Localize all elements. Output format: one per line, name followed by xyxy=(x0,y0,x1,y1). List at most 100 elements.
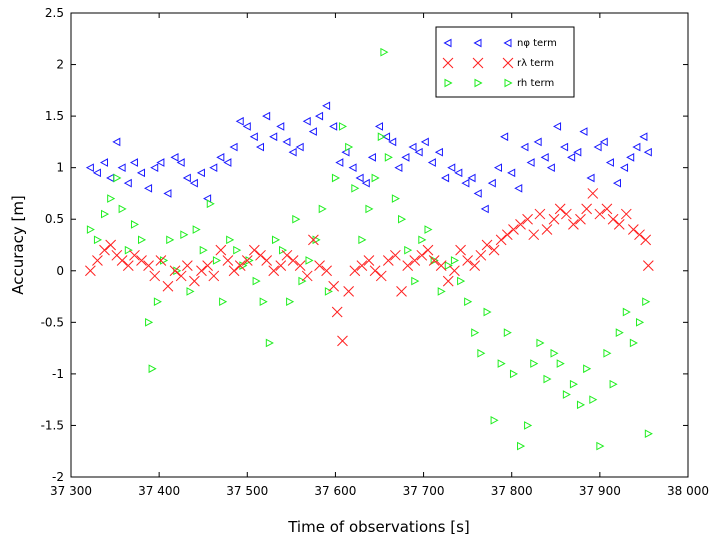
data-point xyxy=(526,158,535,167)
data-point xyxy=(548,213,560,225)
data-point xyxy=(541,224,553,235)
data-point xyxy=(351,183,360,193)
data-point xyxy=(124,245,133,255)
data-point xyxy=(212,256,221,265)
data-point xyxy=(268,265,280,277)
data-point xyxy=(355,173,364,183)
data-point xyxy=(550,348,559,358)
data-point xyxy=(259,297,268,307)
x-tick-label: 37 800 xyxy=(491,484,533,498)
data-point xyxy=(222,255,234,266)
data-point xyxy=(235,116,244,126)
data-point xyxy=(497,359,506,368)
data-point xyxy=(343,286,355,297)
data-point xyxy=(629,338,638,348)
data-point xyxy=(107,194,116,203)
data-point xyxy=(155,255,167,266)
data-point xyxy=(99,244,110,256)
data-point xyxy=(515,219,526,230)
data-point xyxy=(302,116,311,126)
data-point xyxy=(92,168,101,178)
data-point xyxy=(335,158,344,167)
data-point xyxy=(144,183,153,193)
data-point xyxy=(398,214,407,224)
data-point xyxy=(462,255,473,266)
data-point xyxy=(488,244,500,256)
y-tick-label: -1 xyxy=(52,367,64,381)
data-point xyxy=(112,137,121,147)
data-point xyxy=(562,390,571,399)
data-point xyxy=(530,359,539,368)
data-point xyxy=(642,260,654,271)
data-point xyxy=(522,213,533,225)
data-point xyxy=(143,260,154,271)
series-x xyxy=(85,188,654,347)
data-point xyxy=(176,158,185,167)
data-point xyxy=(381,132,391,142)
x-tick-label: 37 900 xyxy=(579,484,621,498)
data-point xyxy=(396,286,407,297)
data-point xyxy=(481,239,493,251)
x-tick-label: 37 700 xyxy=(403,484,445,498)
data-point xyxy=(255,249,266,261)
data-point xyxy=(568,219,579,230)
data-point xyxy=(615,328,624,337)
legend-marker xyxy=(473,38,482,48)
data-point xyxy=(427,158,436,167)
data-point xyxy=(467,173,476,183)
x-tick-label: 37 500 xyxy=(226,484,268,498)
data-point xyxy=(428,255,440,266)
data-point xyxy=(596,441,605,451)
data-point xyxy=(99,158,108,167)
data-point xyxy=(292,214,301,224)
legend-marker xyxy=(472,57,484,69)
data-point xyxy=(271,235,281,245)
y-tick-label: 1.5 xyxy=(45,109,64,123)
data-point xyxy=(223,158,232,167)
data-point xyxy=(85,265,96,277)
data-point xyxy=(632,142,641,152)
plot-area-frame xyxy=(70,12,689,478)
data-point xyxy=(487,178,496,188)
y-tick-label: 2.5 xyxy=(45,6,64,20)
data-point xyxy=(543,374,552,384)
data-point xyxy=(576,400,586,410)
data-point xyxy=(358,235,367,245)
data-point xyxy=(279,245,288,255)
data-point xyxy=(156,158,165,167)
legend-marker xyxy=(504,78,513,88)
data-point xyxy=(375,270,387,282)
data-point xyxy=(609,379,618,389)
data-point xyxy=(314,260,325,271)
data-point xyxy=(202,260,213,271)
data-point xyxy=(331,306,343,318)
data-point xyxy=(626,153,635,162)
data-point xyxy=(552,122,562,131)
legend-marker xyxy=(502,57,514,69)
y-tick-label: -2 xyxy=(52,470,64,484)
data-point xyxy=(634,229,645,241)
x-tick-label: 37 600 xyxy=(314,484,356,498)
data-point xyxy=(294,260,306,271)
x-tick-label: 37 300 xyxy=(50,484,92,498)
data-point xyxy=(586,173,595,183)
data-point xyxy=(493,163,502,173)
data-point xyxy=(255,142,265,152)
data-point xyxy=(450,256,459,265)
data-point xyxy=(145,317,154,327)
data-point xyxy=(495,234,507,246)
data-point xyxy=(85,163,94,173)
data-point xyxy=(208,270,220,282)
data-point xyxy=(408,142,417,152)
data-point xyxy=(579,127,588,136)
data-point xyxy=(404,245,413,255)
data-point xyxy=(229,142,238,152)
data-point xyxy=(636,317,645,327)
legend-marker xyxy=(442,57,454,69)
data-point xyxy=(449,265,460,277)
data-point xyxy=(123,178,132,188)
y-tick-label: 0.5 xyxy=(45,212,64,226)
data-point xyxy=(92,255,103,266)
data-point xyxy=(469,260,481,271)
data-point xyxy=(371,173,380,183)
